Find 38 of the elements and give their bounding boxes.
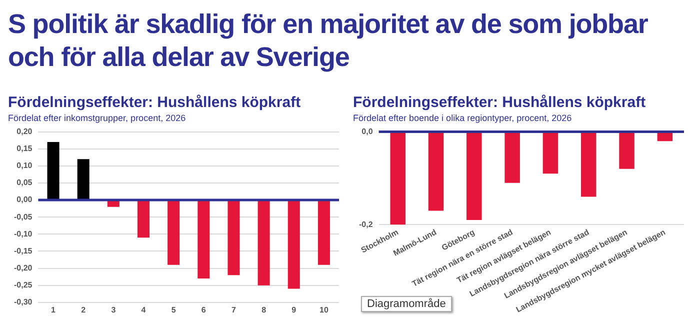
y-tick-label: -0,05 — [14, 212, 33, 222]
y-tick-label: -0,2 — [358, 220, 374, 229]
y-tick-label: 0,15 — [16, 144, 33, 154]
bar — [288, 200, 300, 289]
x-tick-label: 9 — [292, 305, 297, 314]
bar — [198, 200, 210, 279]
y-tick-label: 0,05 — [16, 178, 33, 188]
y-tick-label: 0,20 — [16, 127, 33, 136]
chart-subtitle: Fördelat efter inkomstgrupper, procent, 2026 — [8, 112, 186, 123]
x-tick-label: 6 — [201, 305, 206, 314]
bar — [258, 200, 270, 286]
y-tick-label: -0,15 — [14, 246, 33, 256]
x-tick-label: 8 — [262, 305, 267, 314]
x-tick-label: 3 — [111, 305, 116, 314]
x-tick-label: 10 — [320, 305, 329, 314]
chart-subtitle: Fördelat efter boende i olika regiontyper, procent, 2026 — [353, 112, 572, 123]
x-tick-label: 7 — [232, 305, 237, 314]
x-tick-label: 5 — [171, 305, 176, 314]
x-tick-label: 2 — [81, 305, 86, 314]
bar — [318, 200, 330, 265]
y-tick-label: 0,0 — [362, 127, 374, 136]
x-tick-label: 4 — [141, 305, 146, 314]
y-tick-label: -0,10 — [14, 229, 33, 238]
bar — [47, 142, 60, 200]
bar — [228, 200, 240, 276]
y-tick-label: 0,00 — [16, 195, 33, 204]
chart-title: Fördelningseffekter: Hushållens köpkraft — [8, 94, 301, 112]
y-tick-label: -0,30 — [14, 298, 33, 307]
y-tick-label: 0,10 — [16, 161, 33, 170]
bar — [77, 159, 90, 200]
y-tick-label: -0,20 — [14, 263, 33, 272]
x-tick-label: 1 — [51, 305, 56, 314]
y-tick-label: -0,25 — [14, 280, 33, 290]
text: S politik är skadlig för en majoritet av de som jobbar och för alla delar av Sverige — [8, 8, 649, 74]
chart-title: Fördelningseffekter: Hushållens köpkraft — [353, 94, 646, 112]
bar — [137, 200, 150, 238]
bar — [168, 200, 180, 265]
text: Diagramområde — [361, 296, 452, 312]
